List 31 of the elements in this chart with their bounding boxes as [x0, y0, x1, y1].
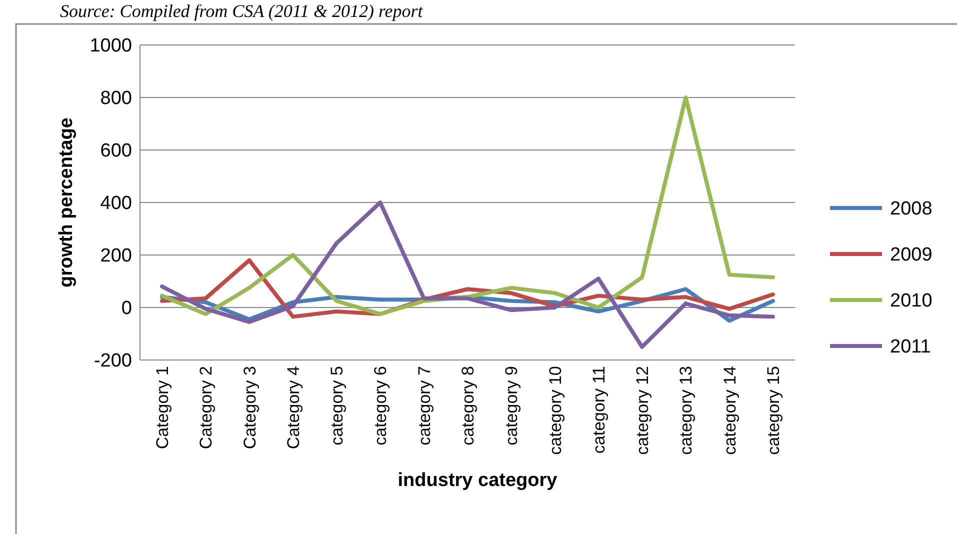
y-tick-label: 800: [100, 88, 132, 110]
x-axis-title: industry category: [398, 470, 558, 491]
legend-label: 2010: [890, 290, 932, 312]
y-tick-label: 1000: [90, 36, 132, 57]
y-tick-label: 400: [100, 193, 132, 214]
x-tick-label: category 11: [589, 366, 608, 454]
x-tick-label: category 12: [633, 366, 652, 455]
y-tick-label: 600: [100, 140, 132, 162]
y-axis-title: growth percentage: [56, 118, 77, 288]
x-tick-label: category 13: [676, 366, 696, 455]
x-tick-label: category 10: [546, 366, 565, 455]
x-tick-label: category 14: [720, 366, 740, 455]
x-tick-label: category 8: [458, 366, 478, 446]
x-tick-label: Category 2: [196, 366, 216, 450]
y-tick-label: 0: [121, 298, 132, 320]
x-tick-label: category 9: [502, 366, 522, 446]
x-tick-label: category 15: [764, 366, 783, 455]
line-series: [160, 96, 775, 316]
y-tick-label: 200: [100, 246, 132, 267]
source-note: Source: Compiled from CSA (2011 & 2012) report: [60, 1, 424, 21]
legend-label: 2011: [890, 336, 931, 358]
x-tick-label: category 6: [371, 366, 390, 446]
x-tick-label: Category 1: [153, 366, 172, 450]
legend-label: 2008: [890, 198, 932, 220]
x-tick-label: category 7: [414, 366, 434, 446]
x-tick-label: Category 4: [284, 366, 303, 450]
legend-label: 2009: [890, 244, 932, 266]
y-tick-label: -200: [94, 350, 132, 372]
line-series: [160, 200, 775, 349]
x-tick-label: Category 3: [240, 366, 260, 450]
x-tick-label: category 5: [328, 366, 347, 446]
